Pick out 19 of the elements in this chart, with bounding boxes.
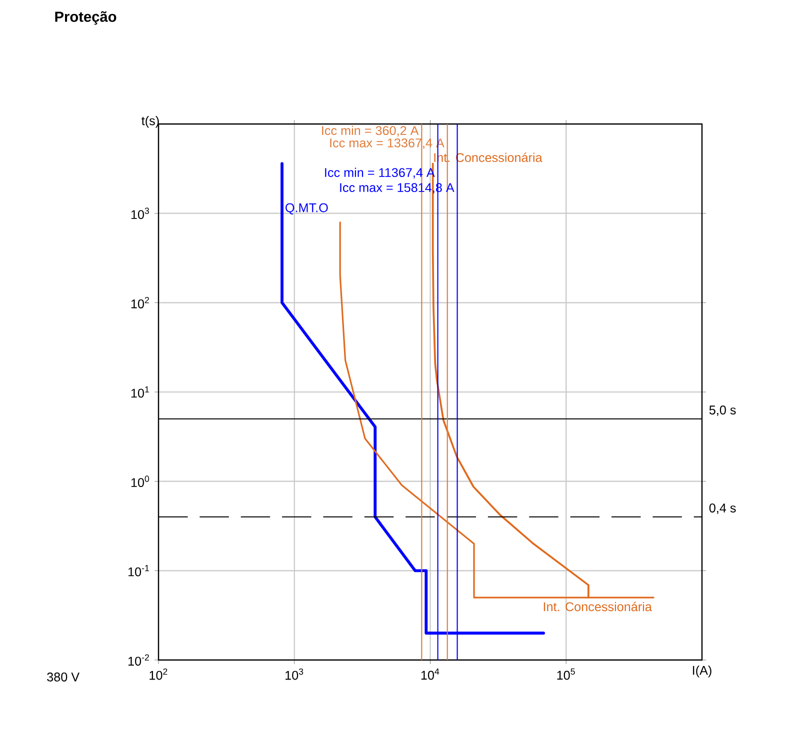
- x-tick-label: 10$^{3}$: [286, 668, 304, 680]
- y-tick-label: 10$^{3}$: [131, 208, 150, 220]
- series-label: Q.MT.O: [286, 203, 328, 214]
- y-tick-label: 10$^{-1}$: [128, 565, 149, 576]
- series-label: Int. Concessionária: [544, 602, 652, 612]
- ref-line-label: 0,4 s: [709, 504, 736, 514]
- chart-title: Proteção: [55, 11, 116, 25]
- y-tick-label: 10$^{2}$: [131, 296, 149, 308]
- y-tick-label: 10$^{1}$: [131, 386, 149, 398]
- y-tick-label: 10$^{-2}$: [128, 654, 149, 666]
- ref-line-label: 5,0 s: [709, 406, 736, 416]
- x-axis-title: I(A): [692, 666, 712, 678]
- y-axis-title: t(s): [142, 116, 159, 128]
- x-tick-label: 10$^{2}$: [150, 668, 168, 680]
- annotation: Icc min = 360,2 A: [322, 126, 419, 137]
- x-tick-label: 10$^{5}$: [557, 668, 575, 680]
- y-tick-label: 10$^{0}$: [131, 476, 150, 488]
- x-tick-label: 10$^{4}$: [421, 668, 440, 680]
- text: 380 V: [47, 672, 80, 682]
